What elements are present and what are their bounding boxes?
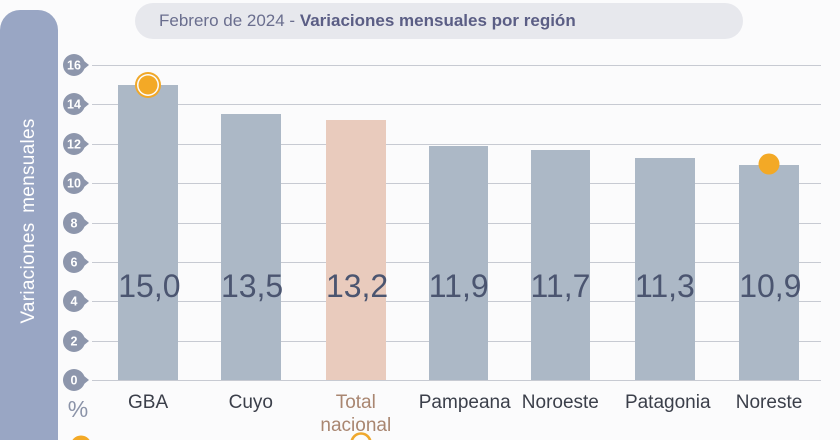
- svg-text:4: 4: [71, 295, 78, 309]
- svg-text:16: 16: [67, 59, 81, 73]
- svg-text:6: 6: [71, 255, 78, 269]
- svg-text:8: 8: [71, 216, 78, 230]
- svg-text:10: 10: [67, 177, 81, 191]
- svg-text:12: 12: [67, 137, 81, 151]
- svg-text:14: 14: [67, 98, 81, 112]
- svg-text:2: 2: [71, 334, 78, 348]
- svg-text:0: 0: [71, 374, 78, 388]
